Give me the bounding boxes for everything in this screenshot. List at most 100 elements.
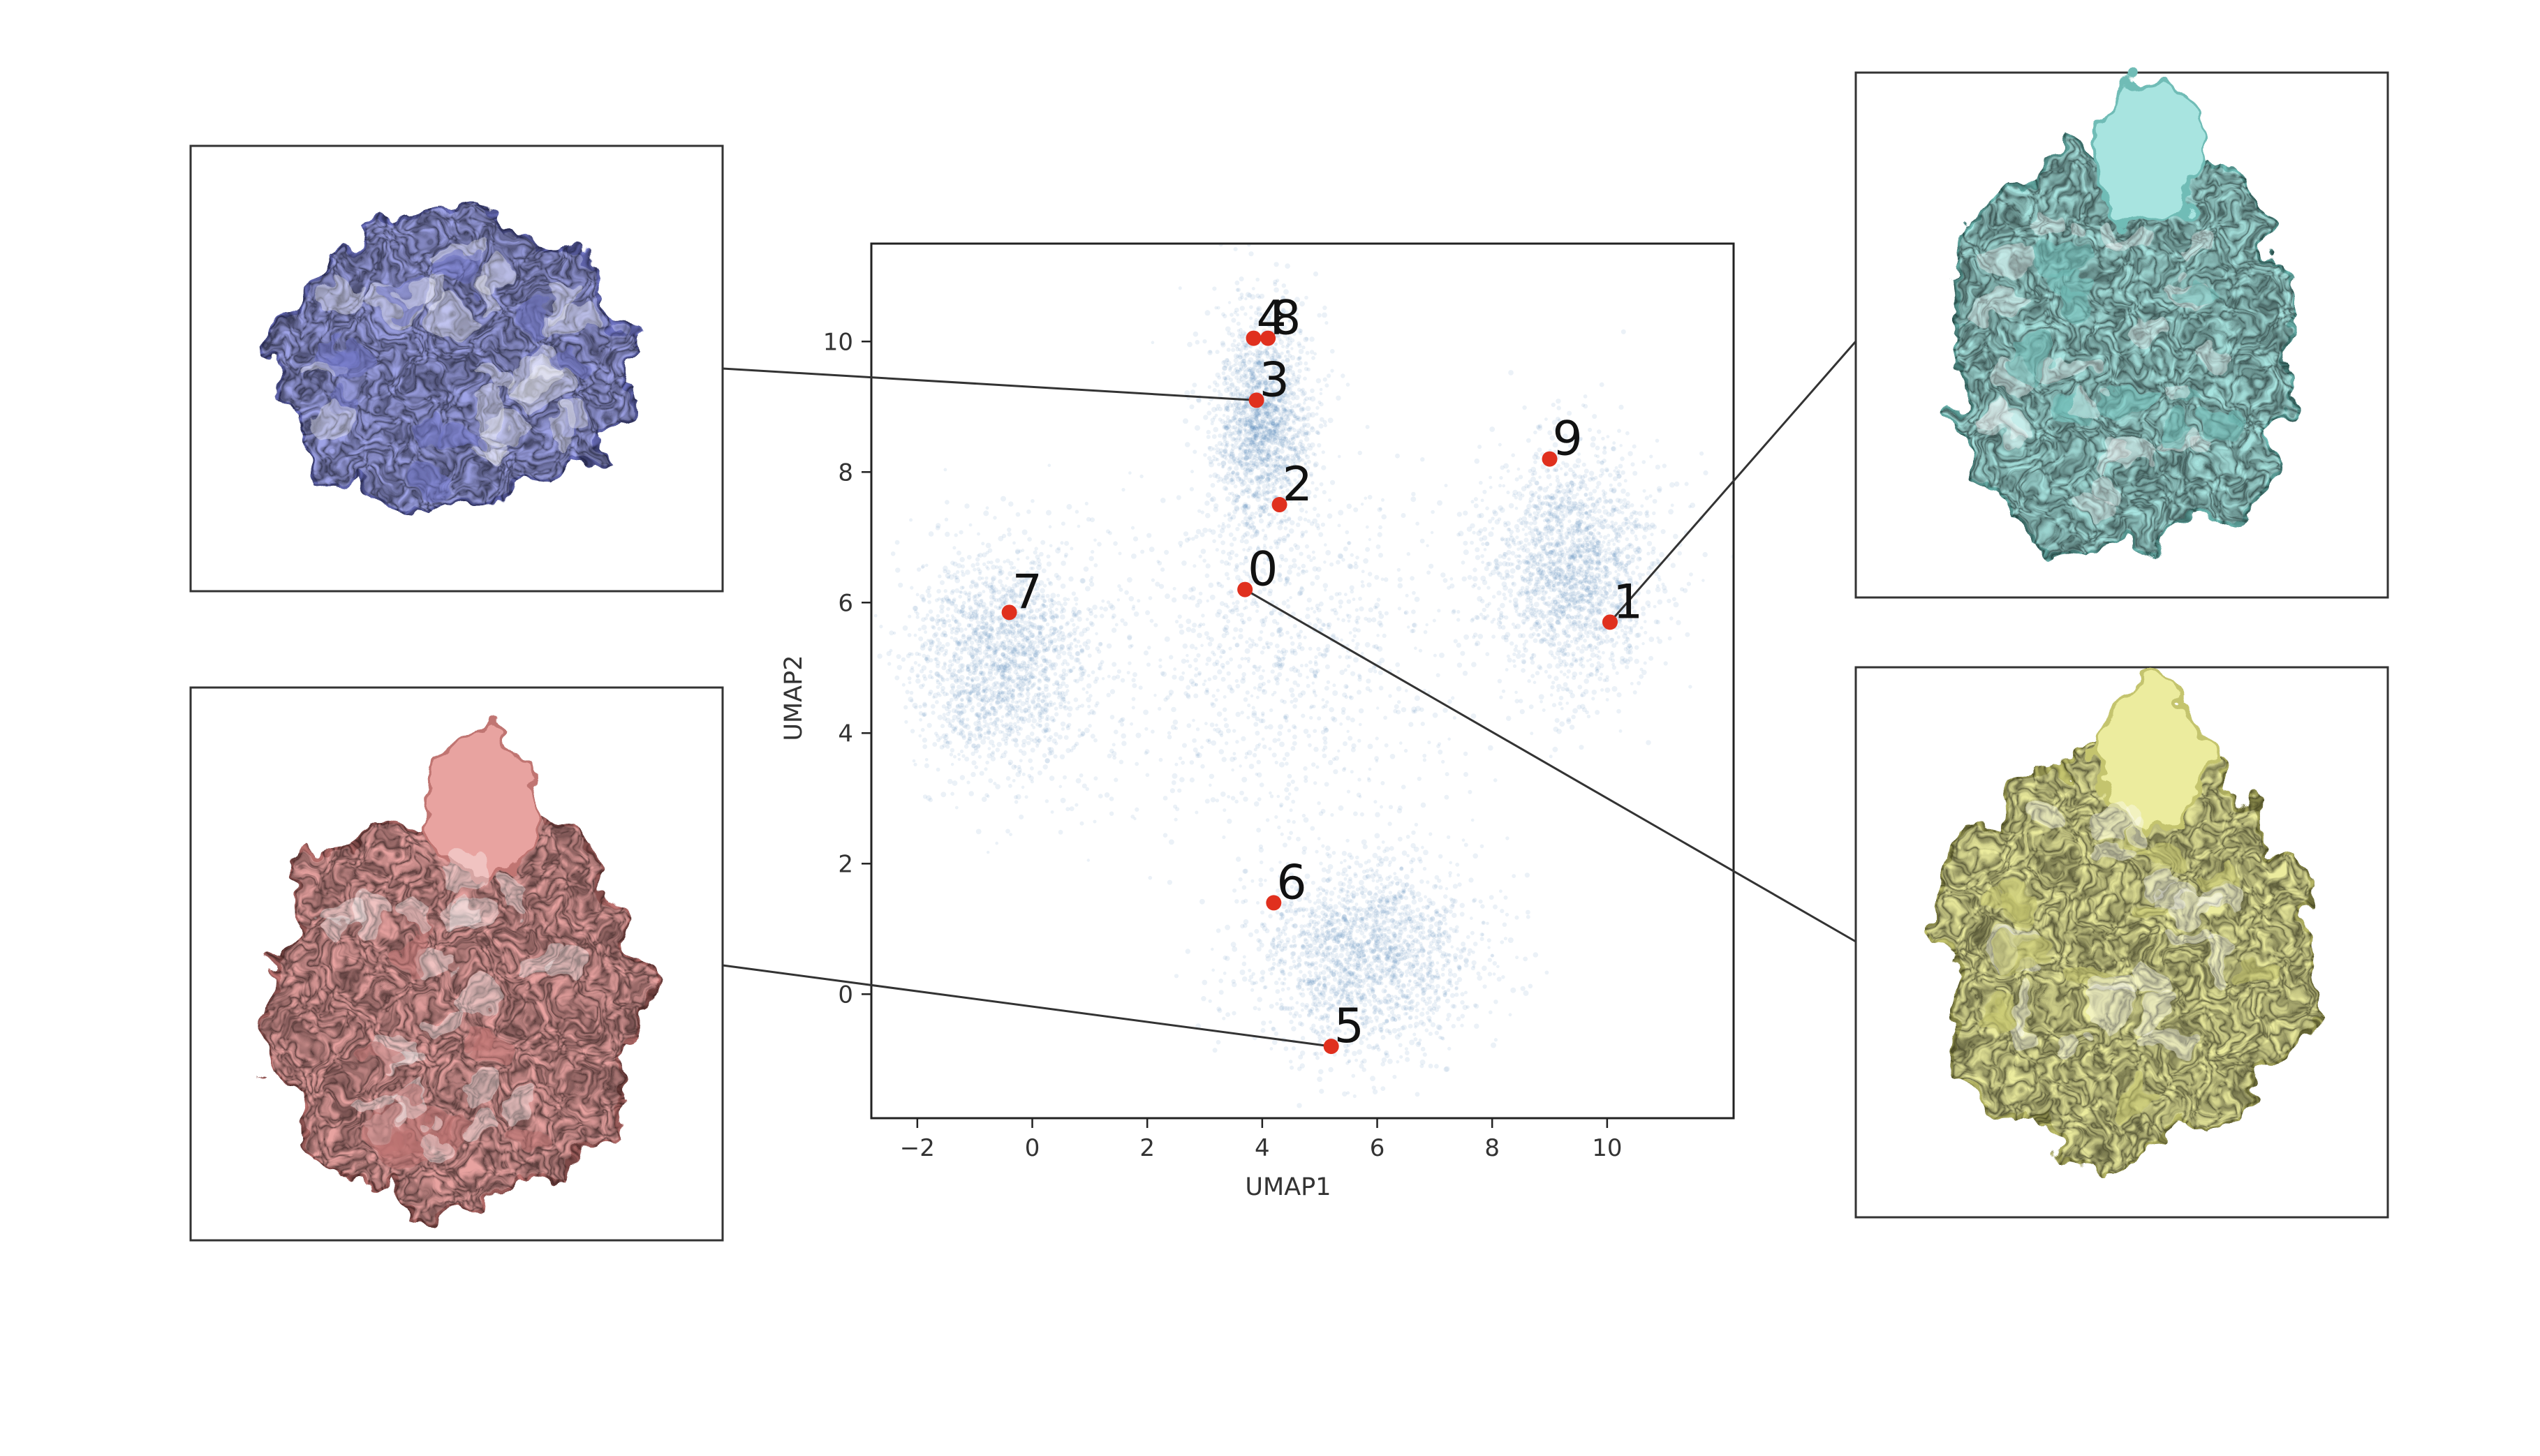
density-dot	[1240, 337, 1246, 343]
density-dot	[952, 727, 958, 732]
density-dot	[1233, 459, 1237, 463]
density-dot	[952, 714, 958, 720]
density-dot	[1301, 533, 1305, 537]
density-dot	[937, 714, 943, 720]
density-dot	[950, 601, 954, 606]
density-dot	[1554, 718, 1560, 723]
density-dot	[1372, 998, 1378, 1003]
density-dot	[1081, 731, 1086, 736]
density-dot	[1565, 487, 1572, 493]
density-dot	[1253, 686, 1257, 690]
density-dot	[1080, 671, 1086, 676]
density-dot	[1420, 926, 1426, 930]
density-dot	[1333, 886, 1336, 891]
density-dot	[1373, 978, 1379, 983]
density-dot	[954, 678, 959, 684]
density-dot	[939, 745, 945, 750]
density-dot	[1226, 409, 1230, 413]
density-dot	[1012, 697, 1015, 701]
density-dot	[947, 740, 952, 745]
density-dot	[985, 542, 991, 549]
density-dot	[1596, 661, 1601, 665]
density-dot	[936, 588, 941, 594]
density-dot	[1565, 500, 1569, 503]
density-dot	[1167, 734, 1172, 740]
density-dot	[1017, 630, 1021, 634]
density-dot	[1341, 851, 1347, 856]
density-dot	[982, 689, 986, 693]
density-dot	[1378, 670, 1383, 676]
density-dot	[1343, 668, 1347, 672]
density-dot	[1606, 435, 1610, 438]
density-dot	[1385, 967, 1389, 971]
density-dot	[1308, 743, 1312, 748]
density-dot	[1596, 552, 1602, 557]
density-dot	[1241, 389, 1244, 394]
density-dot	[954, 588, 960, 593]
density-dot	[1366, 964, 1373, 970]
density-dot	[1583, 593, 1588, 598]
density-dot	[1294, 787, 1299, 792]
density-dot	[1551, 496, 1556, 500]
density-dot	[1396, 1060, 1400, 1064]
density-dot	[1566, 717, 1571, 722]
density-dot	[1126, 671, 1130, 675]
density-dot	[990, 628, 995, 633]
density-dot	[1310, 990, 1314, 994]
density-dot	[1262, 491, 1267, 495]
density-dot	[973, 745, 978, 750]
density-dot	[1315, 1008, 1320, 1013]
density-dot	[1254, 475, 1260, 482]
density-dot	[926, 722, 932, 728]
density-dot	[1368, 946, 1372, 951]
density-dot	[1593, 528, 1597, 532]
density-dot	[964, 683, 970, 688]
density-dot	[1370, 873, 1376, 879]
density-dot	[1022, 646, 1026, 649]
density-dot	[1452, 912, 1457, 919]
density-dot	[1598, 543, 1604, 549]
density-dot	[1028, 758, 1033, 764]
density-dot	[1538, 530, 1542, 534]
density-dot	[998, 535, 1004, 542]
density-dot	[1019, 618, 1024, 623]
density-dot	[1384, 985, 1388, 988]
density-dot	[1244, 429, 1250, 433]
density-dot	[1518, 633, 1523, 639]
density-dot	[1024, 700, 1029, 706]
density-dot	[1329, 707, 1334, 713]
density-dot	[1479, 937, 1484, 942]
density-dot	[1331, 972, 1336, 977]
density-dot	[1615, 558, 1620, 563]
density-dot	[1397, 700, 1401, 704]
density-dot	[1243, 898, 1248, 903]
density-dot	[1513, 542, 1517, 547]
density-dot	[1247, 660, 1250, 663]
density-dot	[1314, 655, 1318, 660]
density-dot	[1322, 312, 1327, 318]
density-dot	[1473, 497, 1478, 502]
density-dot	[1493, 904, 1498, 909]
density-dot	[1568, 689, 1573, 694]
density-dot	[1460, 1023, 1464, 1027]
density-dot	[1014, 725, 1017, 729]
density-dot	[1275, 376, 1280, 381]
density-dot	[1183, 531, 1189, 537]
density-dot	[1551, 606, 1556, 611]
density-dot	[1324, 782, 1329, 787]
density-dot	[1404, 995, 1409, 1000]
density-dot	[937, 641, 942, 646]
density-dot	[927, 600, 931, 604]
density-dot	[915, 593, 920, 597]
density-dot	[1622, 616, 1627, 621]
density-dot	[1246, 366, 1253, 373]
density-dot	[1572, 621, 1577, 627]
density-dot	[1213, 507, 1219, 512]
density-dot	[1322, 1000, 1329, 1006]
density-dot	[1109, 604, 1116, 611]
density-dot	[1290, 641, 1295, 646]
density-dot	[1566, 505, 1572, 510]
density-dot	[850, 667, 855, 671]
density-dot	[1320, 992, 1324, 995]
density-dot	[1054, 712, 1059, 717]
